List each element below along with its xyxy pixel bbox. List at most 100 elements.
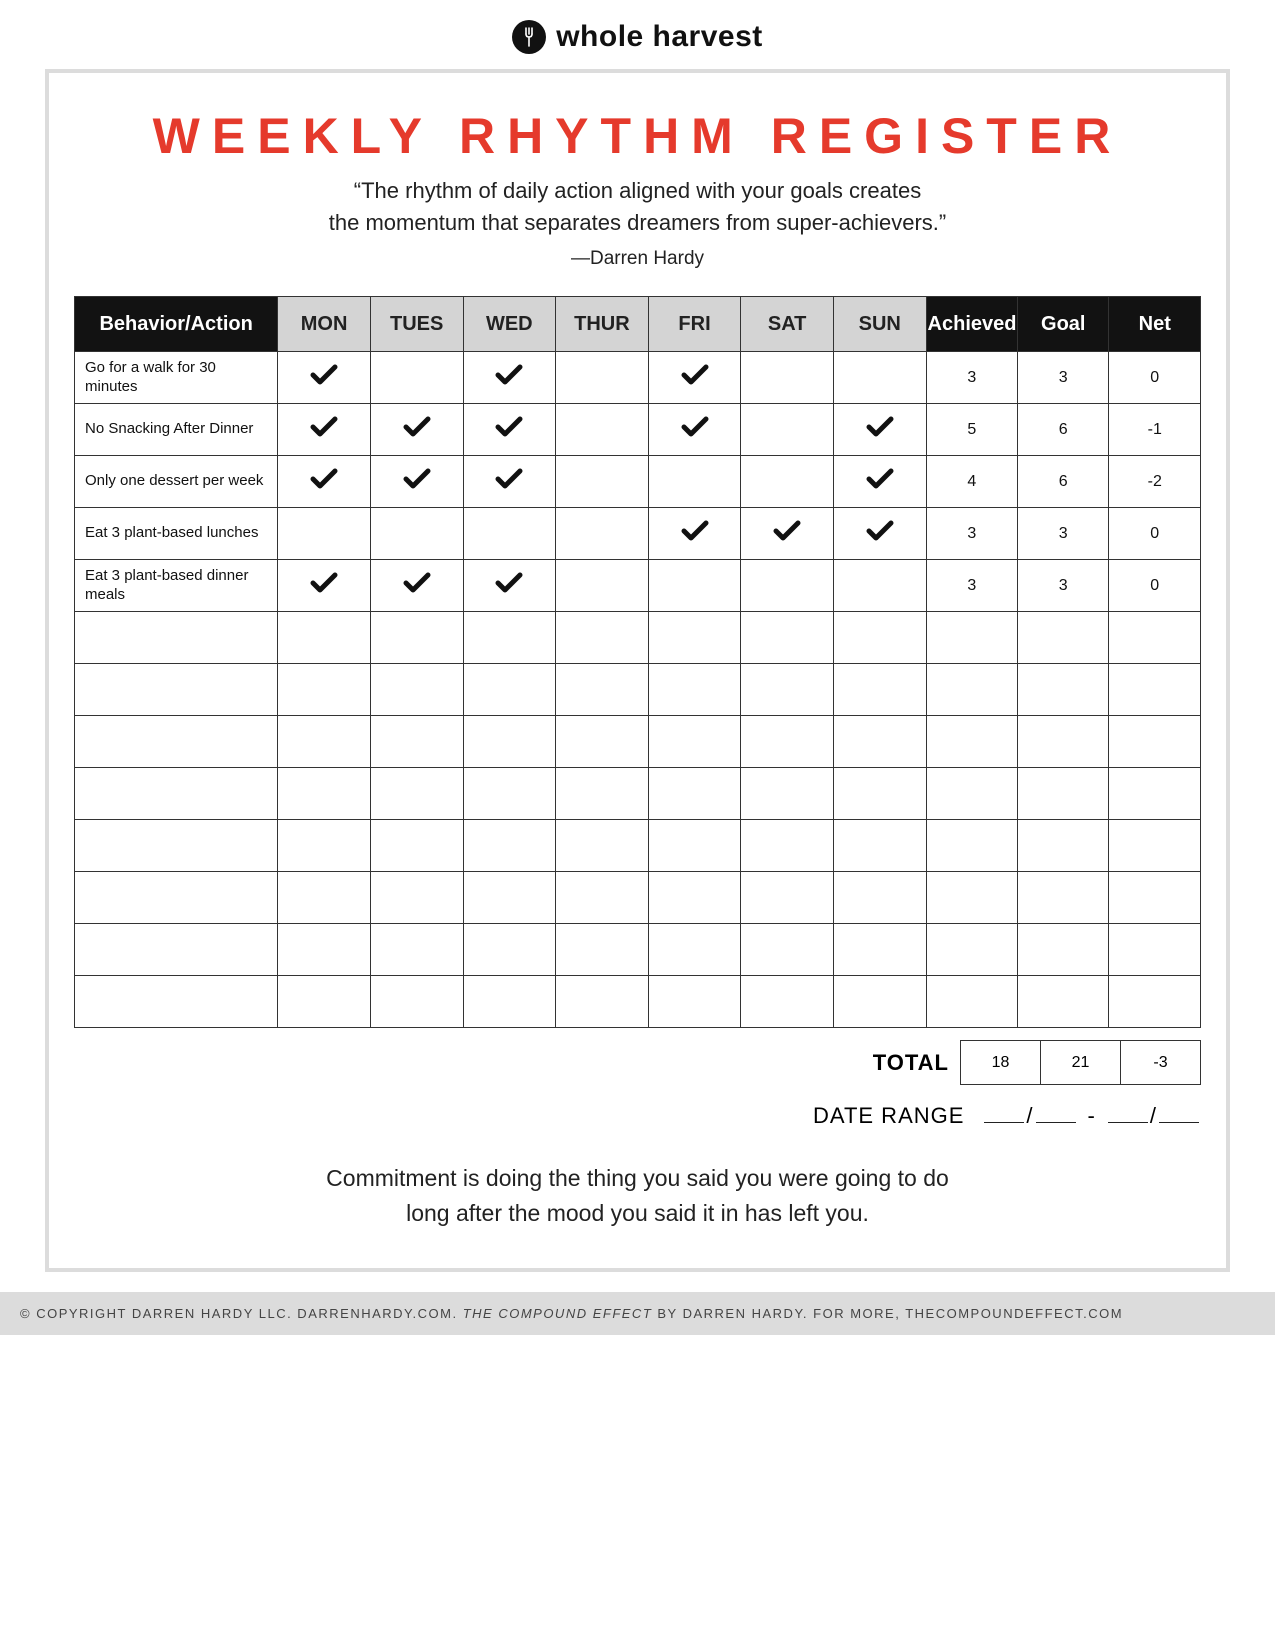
achieved-cell[interactable]	[926, 924, 1017, 976]
day-cell[interactable]	[833, 664, 926, 716]
day-cell[interactable]	[556, 404, 649, 456]
net-cell[interactable]	[1109, 924, 1201, 976]
net-cell[interactable]	[1109, 872, 1201, 924]
behavior-cell[interactable]: No Snacking After Dinner	[75, 404, 278, 456]
date-blank[interactable]	[1159, 1105, 1199, 1123]
behavior-cell[interactable]	[75, 976, 278, 1028]
day-cell[interactable]	[278, 820, 371, 872]
achieved-cell[interactable]: 3	[926, 508, 1017, 560]
goal-cell[interactable]	[1018, 664, 1109, 716]
date-blank[interactable]	[1036, 1105, 1076, 1123]
day-cell[interactable]	[833, 404, 926, 456]
day-cell[interactable]	[741, 352, 834, 404]
day-cell[interactable]	[370, 716, 463, 768]
day-cell[interactable]	[833, 976, 926, 1028]
day-cell[interactable]	[741, 872, 834, 924]
goal-cell[interactable]	[1018, 976, 1109, 1028]
date-blank[interactable]	[1108, 1105, 1148, 1123]
day-cell[interactable]	[648, 560, 741, 612]
day-cell[interactable]	[278, 404, 371, 456]
day-cell[interactable]	[463, 976, 556, 1028]
day-cell[interactable]	[278, 456, 371, 508]
day-cell[interactable]	[648, 508, 741, 560]
day-cell[interactable]	[278, 716, 371, 768]
net-cell[interactable]: 0	[1109, 508, 1201, 560]
day-cell[interactable]	[556, 924, 649, 976]
day-cell[interactable]	[556, 768, 649, 820]
net-cell[interactable]: -2	[1109, 456, 1201, 508]
day-cell[interactable]	[833, 456, 926, 508]
day-cell[interactable]	[648, 716, 741, 768]
achieved-cell[interactable]	[926, 976, 1017, 1028]
day-cell[interactable]	[556, 352, 649, 404]
day-cell[interactable]	[463, 560, 556, 612]
day-cell[interactable]	[556, 612, 649, 664]
achieved-cell[interactable]: 3	[926, 352, 1017, 404]
day-cell[interactable]	[833, 820, 926, 872]
day-cell[interactable]	[463, 872, 556, 924]
goal-cell[interactable]: 6	[1018, 456, 1109, 508]
goal-cell[interactable]: 3	[1018, 352, 1109, 404]
achieved-cell[interactable]: 4	[926, 456, 1017, 508]
day-cell[interactable]	[556, 508, 649, 560]
day-cell[interactable]	[833, 612, 926, 664]
day-cell[interactable]	[370, 560, 463, 612]
behavior-cell[interactable]: Eat 3 plant-based lunches	[75, 508, 278, 560]
day-cell[interactable]	[741, 560, 834, 612]
net-cell[interactable]	[1109, 612, 1201, 664]
behavior-cell[interactable]	[75, 820, 278, 872]
day-cell[interactable]	[556, 872, 649, 924]
day-cell[interactable]	[648, 404, 741, 456]
day-cell[interactable]	[833, 716, 926, 768]
achieved-cell[interactable]	[926, 664, 1017, 716]
net-cell[interactable]	[1109, 820, 1201, 872]
goal-cell[interactable]: 6	[1018, 404, 1109, 456]
goal-cell[interactable]: 3	[1018, 560, 1109, 612]
goal-cell[interactable]	[1018, 820, 1109, 872]
behavior-cell[interactable]	[75, 768, 278, 820]
day-cell[interactable]	[833, 924, 926, 976]
goal-cell[interactable]	[1018, 768, 1109, 820]
achieved-cell[interactable]	[926, 768, 1017, 820]
day-cell[interactable]	[648, 768, 741, 820]
net-cell[interactable]: -1	[1109, 404, 1201, 456]
net-cell[interactable]: 0	[1109, 560, 1201, 612]
day-cell[interactable]	[463, 716, 556, 768]
day-cell[interactable]	[648, 456, 741, 508]
day-cell[interactable]	[648, 612, 741, 664]
behavior-cell[interactable]	[75, 716, 278, 768]
day-cell[interactable]	[463, 404, 556, 456]
day-cell[interactable]	[463, 664, 556, 716]
day-cell[interactable]	[741, 404, 834, 456]
achieved-cell[interactable]	[926, 820, 1017, 872]
day-cell[interactable]	[556, 820, 649, 872]
day-cell[interactable]	[278, 508, 371, 560]
day-cell[interactable]	[278, 976, 371, 1028]
achieved-cell[interactable]: 3	[926, 560, 1017, 612]
day-cell[interactable]	[278, 560, 371, 612]
day-cell[interactable]	[648, 872, 741, 924]
day-cell[interactable]	[463, 924, 556, 976]
day-cell[interactable]	[370, 456, 463, 508]
goal-cell[interactable]: 3	[1018, 508, 1109, 560]
day-cell[interactable]	[741, 976, 834, 1028]
goal-cell[interactable]	[1018, 612, 1109, 664]
net-cell[interactable]	[1109, 664, 1201, 716]
net-cell[interactable]: 0	[1109, 352, 1201, 404]
day-cell[interactable]	[648, 976, 741, 1028]
day-cell[interactable]	[741, 508, 834, 560]
goal-cell[interactable]	[1018, 716, 1109, 768]
day-cell[interactable]	[556, 560, 649, 612]
day-cell[interactable]	[370, 612, 463, 664]
day-cell[interactable]	[648, 352, 741, 404]
day-cell[interactable]	[370, 872, 463, 924]
day-cell[interactable]	[741, 664, 834, 716]
net-cell[interactable]	[1109, 976, 1201, 1028]
date-blank[interactable]	[984, 1105, 1024, 1123]
behavior-cell[interactable]	[75, 924, 278, 976]
day-cell[interactable]	[556, 664, 649, 716]
behavior-cell[interactable]: Eat 3 plant-based dinner meals	[75, 560, 278, 612]
day-cell[interactable]	[370, 352, 463, 404]
day-cell[interactable]	[741, 456, 834, 508]
day-cell[interactable]	[278, 924, 371, 976]
